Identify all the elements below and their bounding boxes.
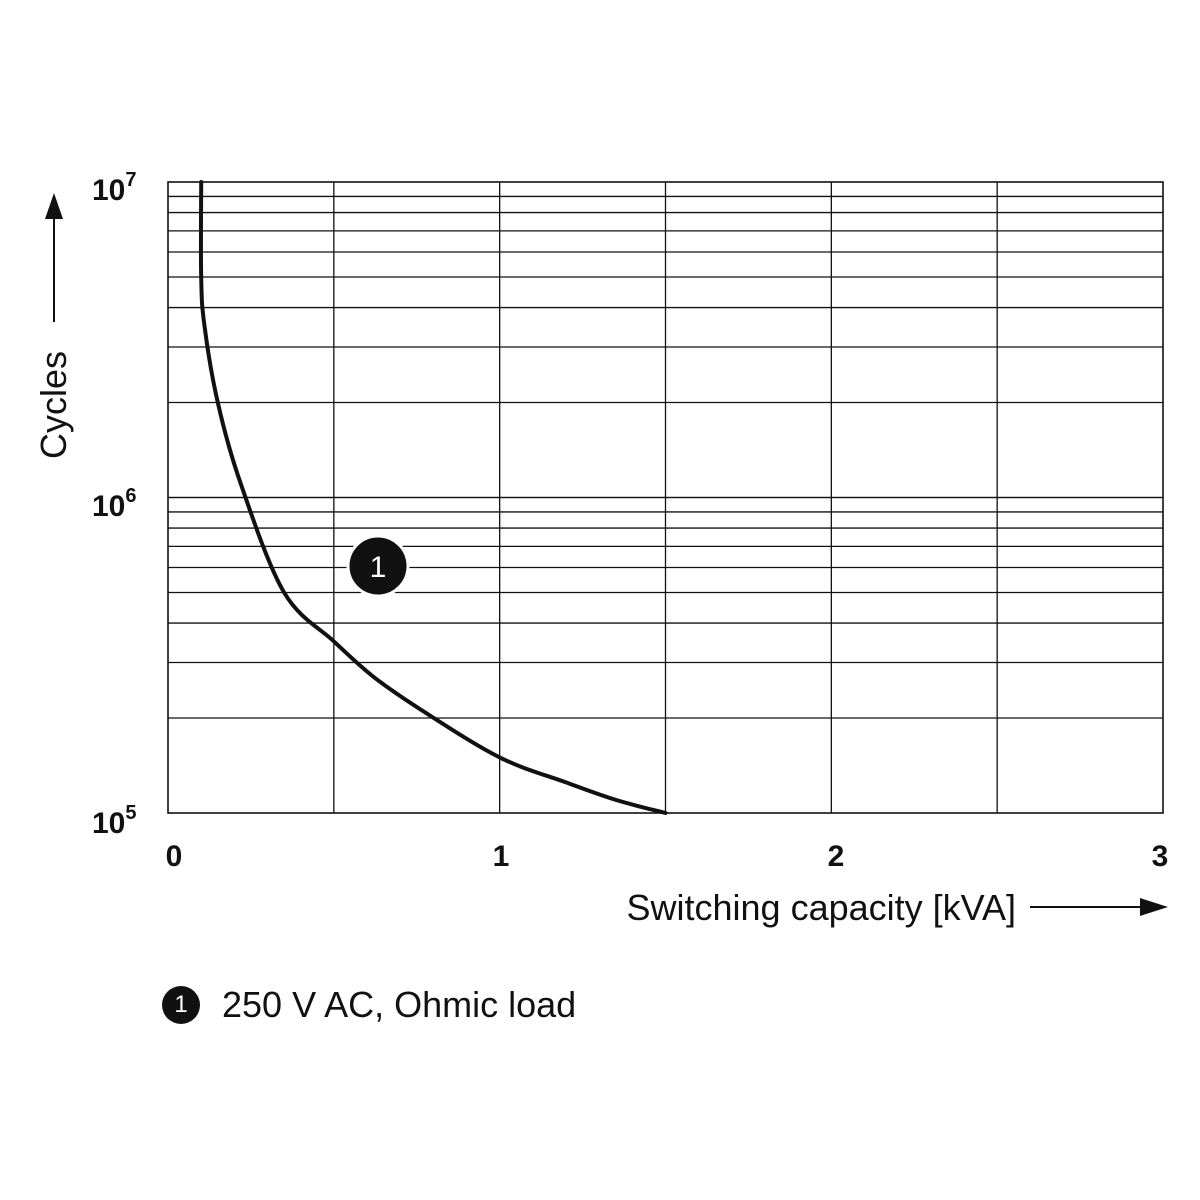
x-tick-label-2: 2 (828, 840, 845, 873)
series-marker-badge (346, 534, 410, 598)
x-tick-label-3: 3 (1152, 840, 1169, 873)
grid (168, 182, 1163, 813)
x-tick-label-0: 0 (166, 840, 183, 873)
x-tick-label-1: 1 (493, 840, 510, 873)
legend-marker: 1 (162, 986, 200, 1024)
series-line (198, 180, 668, 815)
y-axis-arrow-icon (45, 193, 63, 219)
x-axis-arrow-icon (1140, 898, 1168, 916)
x-axis-label: Switching capacity [kVA] (627, 887, 1017, 928)
y-tick-label-1e5: 105 (92, 802, 137, 840)
legend-label: 250 V AC, Ohmic load (222, 984, 577, 1025)
y-tick-label-1e7: 107 (92, 169, 137, 207)
y-tick-label-1e6: 106 (92, 485, 137, 523)
y-axis-label: Cycles (33, 351, 74, 459)
legend: 1 250 V AC, Ohmic load (162, 980, 576, 1030)
series-marker-label: 1 (370, 551, 387, 584)
